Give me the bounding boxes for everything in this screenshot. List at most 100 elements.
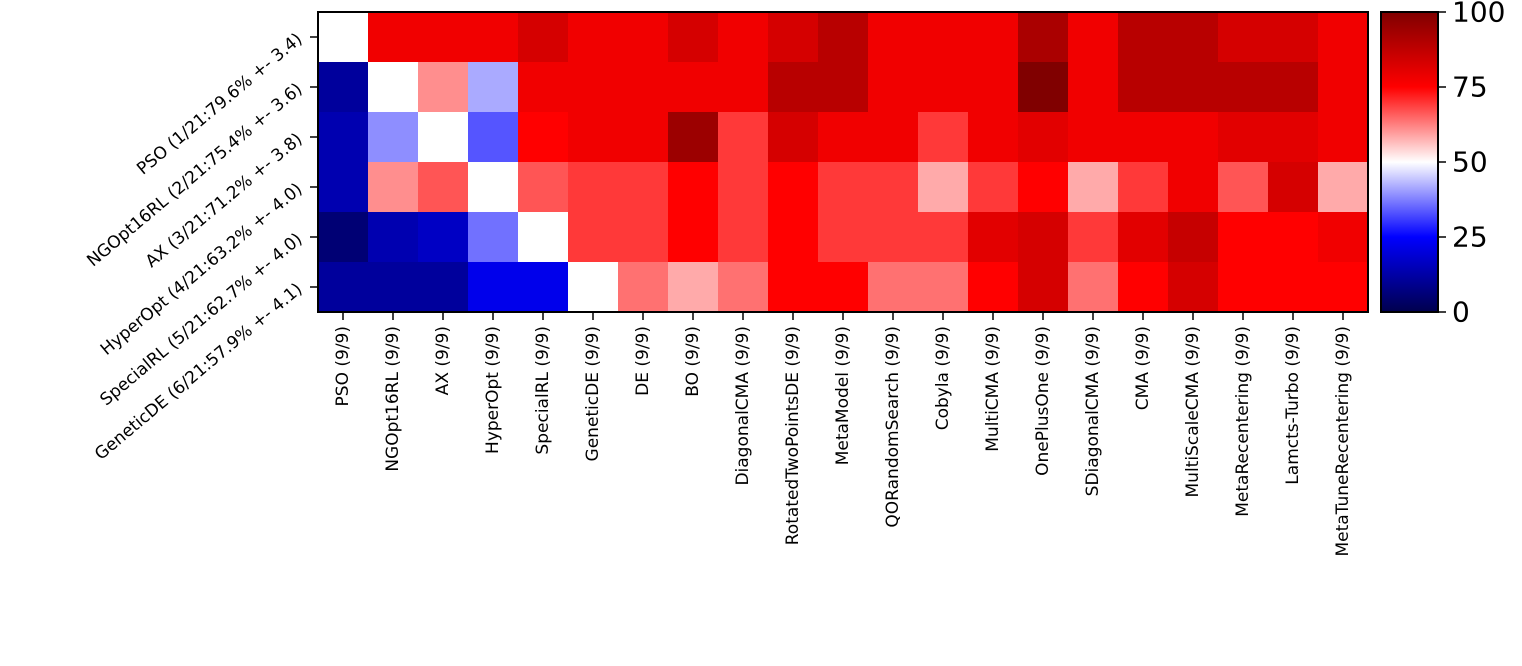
colorbar-tick-label: 25 bbox=[1452, 221, 1488, 254]
heatmap-cell bbox=[1118, 112, 1169, 163]
heatmap-cell bbox=[768, 212, 819, 263]
heatmap-cell bbox=[1168, 12, 1219, 63]
heatmap-cell bbox=[518, 262, 569, 313]
heatmap-cell bbox=[1168, 112, 1219, 163]
heatmap-cell bbox=[1118, 12, 1169, 63]
x-tick-label: BO (9/9) bbox=[683, 326, 703, 397]
heatmap-cell bbox=[468, 162, 519, 213]
heatmap-cell bbox=[1218, 212, 1269, 263]
heatmap-cell bbox=[918, 262, 969, 313]
heatmap-cell bbox=[1068, 212, 1119, 263]
x-tick-label: QORandomSearch (9/9) bbox=[883, 326, 903, 528]
heatmap-cell bbox=[1068, 12, 1119, 63]
heatmap-cell bbox=[718, 212, 769, 263]
heatmap-cell bbox=[418, 62, 469, 113]
x-tick-label: OnePlusOne (9/9) bbox=[1033, 326, 1053, 476]
heatmap-cell bbox=[368, 162, 419, 213]
heatmap-cell bbox=[768, 162, 819, 213]
heatmap-cell bbox=[1268, 162, 1319, 213]
heatmap-cell bbox=[1168, 262, 1219, 313]
colorbar-tick-label: 100 bbox=[1452, 0, 1505, 29]
heatmap-cell bbox=[1168, 212, 1219, 263]
heatmap-cell bbox=[518, 112, 569, 163]
heatmap-cell bbox=[1218, 112, 1269, 163]
heatmap-cell bbox=[868, 112, 919, 163]
x-tick-label: GeneticDE (9/9) bbox=[583, 326, 603, 461]
x-tick-label: DE (9/9) bbox=[633, 326, 653, 396]
heatmap-cell bbox=[968, 262, 1019, 313]
heatmap-cells bbox=[318, 12, 1369, 313]
heatmap-cell bbox=[618, 162, 669, 213]
x-tick-label: PSO (9/9) bbox=[333, 326, 353, 406]
heatmap-cell bbox=[368, 12, 419, 63]
x-tick-label: SDiagonalCMA (9/9) bbox=[1083, 326, 1103, 496]
heatmap-cell bbox=[518, 162, 569, 213]
heatmap-cell bbox=[418, 112, 469, 163]
heatmap-cell bbox=[1168, 62, 1219, 113]
heatmap-cell bbox=[768, 62, 819, 113]
heatmap-cell bbox=[668, 12, 719, 63]
x-tick-label: Lamcts-Turbo (9/9) bbox=[1283, 326, 1303, 485]
heatmap-cell bbox=[568, 112, 619, 163]
heatmap-cell bbox=[968, 162, 1019, 213]
heatmap-cell bbox=[1218, 262, 1269, 313]
heatmap-cell bbox=[968, 62, 1019, 113]
heatmap-cell bbox=[618, 262, 669, 313]
heatmap-cell bbox=[1218, 62, 1269, 113]
heatmap-cell bbox=[818, 262, 869, 313]
colorbar-tick-label: 0 bbox=[1452, 296, 1470, 329]
heatmap-cell bbox=[318, 212, 369, 263]
heatmap-cell bbox=[718, 62, 769, 113]
heatmap-cell bbox=[968, 112, 1019, 163]
x-tick-label: AX (9/9) bbox=[433, 326, 453, 395]
heatmap-cell bbox=[1018, 12, 1069, 63]
x-tick-label: MetaTuneRecentering (9/9) bbox=[1333, 326, 1353, 557]
heatmap-cell bbox=[1068, 162, 1119, 213]
heatmap-cell bbox=[668, 62, 719, 113]
heatmap-cell bbox=[368, 262, 419, 313]
heatmap-cell bbox=[1268, 212, 1319, 263]
x-tick-label: MultiScaleCMA (9/9) bbox=[1183, 326, 1203, 498]
heatmap-cell bbox=[318, 12, 369, 63]
heatmap-cell bbox=[468, 12, 519, 63]
colorbar-tick-label: 50 bbox=[1452, 146, 1488, 179]
heatmap-cell bbox=[368, 62, 419, 113]
heatmap-cell bbox=[868, 262, 919, 313]
heatmap-cell bbox=[1318, 62, 1369, 113]
heatmap-cell bbox=[1168, 162, 1219, 213]
x-tick-label: Cobyla (9/9) bbox=[933, 326, 953, 430]
heatmap-cell bbox=[868, 162, 919, 213]
x-tick-label: MultiCMA (9/9) bbox=[983, 326, 1003, 452]
heatmap-cell bbox=[418, 262, 469, 313]
heatmap-cell bbox=[618, 112, 669, 163]
heatmap-cell bbox=[318, 262, 369, 313]
heatmap-cell bbox=[1318, 12, 1369, 63]
colorbar-tick-label: 75 bbox=[1452, 71, 1488, 104]
heatmap-cell bbox=[1068, 112, 1119, 163]
heatmap-cell bbox=[468, 212, 519, 263]
heatmap-cell bbox=[568, 12, 619, 63]
heatmap-cell bbox=[868, 12, 919, 63]
heatmap-cell bbox=[668, 112, 719, 163]
heatmap-cell bbox=[1018, 112, 1069, 163]
heatmap-cell bbox=[1218, 162, 1269, 213]
colorbar-gradient bbox=[1380, 11, 1439, 313]
heatmap-cell bbox=[918, 62, 969, 113]
heatmap-cell bbox=[468, 262, 519, 313]
heatmap-cell bbox=[1268, 262, 1319, 313]
heatmap-cell bbox=[1268, 112, 1319, 163]
heatmap-cell bbox=[518, 62, 569, 113]
heatmap-cell bbox=[468, 62, 519, 113]
x-tick-label: CMA (9/9) bbox=[1133, 326, 1153, 410]
heatmap-cell bbox=[1018, 212, 1069, 263]
heatmap-cell bbox=[968, 212, 1019, 263]
heatmap-cell bbox=[718, 112, 769, 163]
heatmap-cell bbox=[868, 62, 919, 113]
heatmap-cell bbox=[318, 112, 369, 163]
heatmap-cell bbox=[718, 12, 769, 63]
heatmap-cell bbox=[918, 212, 969, 263]
heatmap-cell bbox=[318, 162, 369, 213]
heatmap-cell bbox=[618, 212, 669, 263]
x-tick-label: NGOpt16RL (9/9) bbox=[383, 326, 403, 472]
